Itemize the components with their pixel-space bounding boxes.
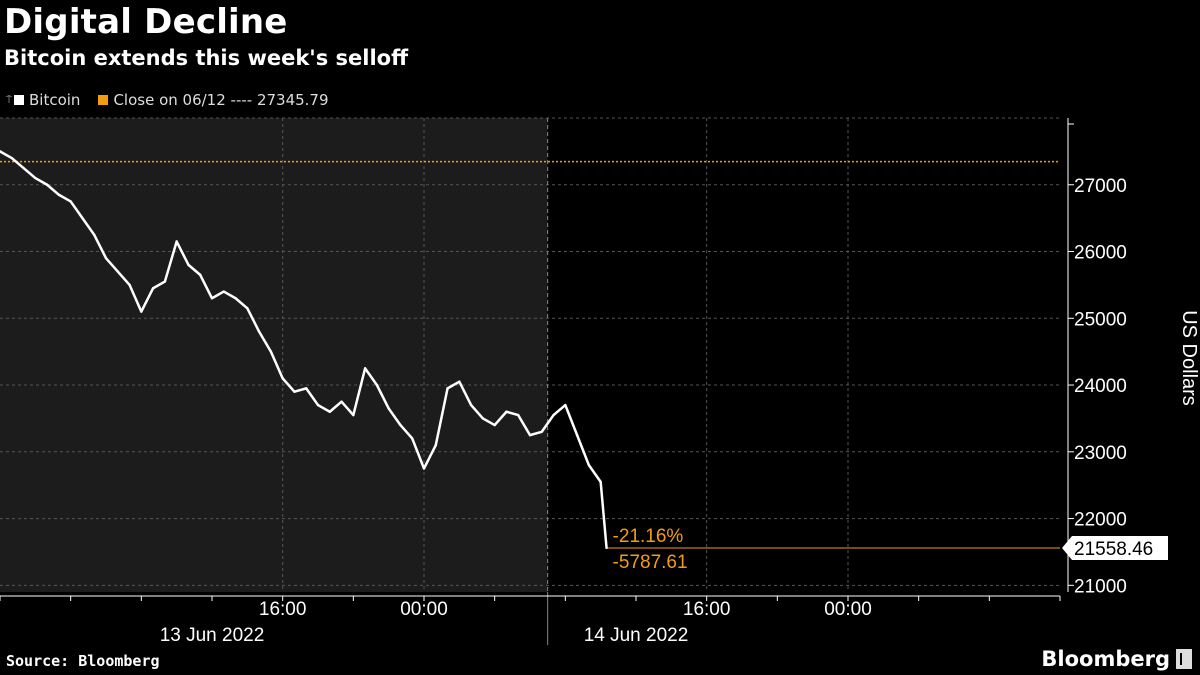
data-point	[422, 467, 426, 470]
legend-item-close: Close on 06/12 ---- 27345.79	[98, 91, 329, 109]
data-point	[352, 413, 355, 417]
data-point	[469, 403, 473, 407]
data-point	[151, 287, 155, 290]
x-date-label: 14 Jun 2022	[584, 625, 689, 646]
data-point	[599, 480, 602, 484]
bloomberg-logo: Bloomberg	[1041, 647, 1192, 671]
x-tick-label: 16:00	[259, 599, 307, 620]
y-tick-label: 22000	[1074, 510, 1127, 531]
legend-item-bitcoin: ⍑ Bitcoin	[6, 91, 80, 109]
legend-swatch-bitcoin	[14, 95, 24, 105]
data-point	[399, 423, 402, 427]
data-point	[246, 307, 249, 310]
data-point	[81, 216, 84, 220]
last-value-box: 21558.46	[1062, 535, 1168, 560]
data-point	[552, 413, 555, 417]
legend-swatch-close	[98, 95, 109, 105]
data-point	[234, 297, 237, 300]
y-tick-labels: 21000 22000 23000 24000 25000 26000 27000	[1074, 176, 1127, 598]
axes	[0, 118, 1074, 601]
data-point	[605, 546, 608, 550]
data-point	[69, 200, 72, 203]
y-tick-label: 23000	[1074, 443, 1127, 464]
data-point	[269, 350, 273, 353]
data-point	[93, 233, 96, 237]
data-point	[281, 377, 284, 380]
data-point	[528, 433, 532, 437]
x-date-label: 13 Jun 2022	[160, 625, 265, 646]
data-point	[199, 273, 202, 277]
data-point	[257, 330, 261, 333]
source-note: Source: Bloomberg	[6, 652, 160, 670]
data-point	[387, 407, 390, 410]
x-tick-label: 00:00	[400, 599, 448, 620]
data-point	[564, 403, 567, 407]
y-tick-label: 25000	[1074, 309, 1127, 330]
data-point	[458, 380, 461, 383]
data-point	[575, 433, 579, 437]
data-point	[540, 430, 543, 433]
grid-lines	[0, 117, 1060, 645]
y-tick-label: 27000	[1074, 176, 1127, 197]
data-point	[22, 166, 25, 170]
chart-title: Digital Decline	[4, 2, 288, 42]
y-tick-label: 21000	[1074, 576, 1127, 597]
brand-label: Bloomberg	[1041, 647, 1170, 671]
data-point	[175, 240, 178, 243]
data-point	[493, 423, 496, 427]
data-point	[587, 463, 591, 467]
data-point	[187, 263, 190, 267]
data-point	[222, 290, 225, 293]
data-point	[316, 403, 320, 407]
legend: ⍑ Bitcoin Close on 06/12 ---- 27345.79	[6, 91, 347, 109]
candle-icon: ⍑	[6, 94, 12, 106]
shaded-region	[0, 118, 548, 592]
data-point	[434, 443, 437, 447]
data-point	[10, 156, 13, 160]
data-point	[34, 176, 37, 180]
data-point	[505, 410, 508, 413]
data-point	[104, 256, 108, 260]
data-point	[517, 413, 520, 417]
data-point	[293, 390, 296, 393]
legend-label-bitcoin: Bitcoin	[29, 91, 81, 109]
series-points	[0, 150, 608, 550]
data-point	[305, 387, 308, 390]
data-point	[375, 383, 379, 387]
y-tick-label: 26000	[1074, 243, 1127, 264]
data-point	[411, 437, 414, 440]
data-point	[340, 400, 343, 403]
data-point	[446, 387, 449, 390]
chart-subtitle: Bitcoin extends this week's selloff	[4, 46, 409, 70]
data-point	[0, 150, 2, 153]
data-point	[128, 283, 131, 287]
data-point	[163, 280, 167, 283]
data-point	[481, 417, 485, 420]
data-point	[116, 270, 119, 273]
x-tick-labels: 16:00 00:00 16:00 00:00 13 Jun 2022 14 Jun 20…	[160, 599, 872, 646]
terminal-icon	[1176, 649, 1192, 669]
data-point	[140, 310, 143, 313]
data-point	[363, 367, 367, 370]
x-tick-label: 00:00	[824, 599, 872, 620]
annotation-absolute-change: -5787.61	[613, 552, 688, 573]
y-tick-label: 24000	[1074, 376, 1127, 397]
legend-label-close: Close on 06/12 ---- 27345.79	[113, 91, 329, 109]
x-tick-label: 16:00	[683, 599, 731, 620]
data-point	[45, 183, 49, 186]
data-point	[210, 297, 214, 300]
data-point	[57, 193, 61, 196]
annotation-percent-change: -21.16%	[613, 526, 684, 547]
last-value-label: 21558.46	[1074, 539, 1153, 560]
data-point	[328, 410, 331, 413]
y-axis-label: US Dollars	[1178, 310, 1200, 406]
